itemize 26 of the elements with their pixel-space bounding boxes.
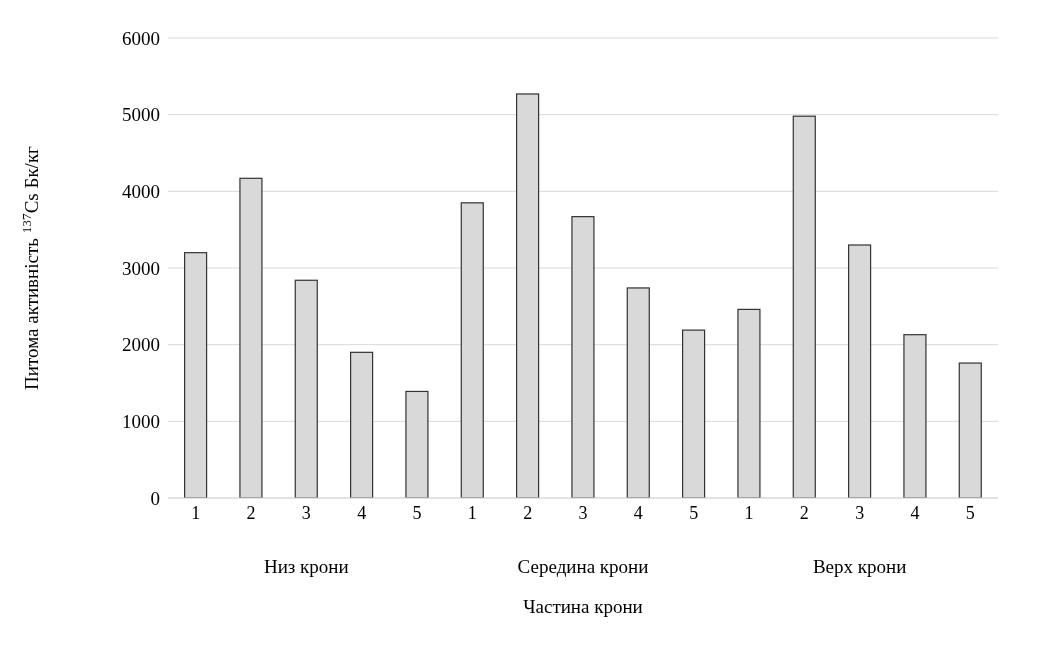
x-tick-label: 4 xyxy=(633,502,643,523)
x-tick-label: 4 xyxy=(357,502,367,523)
y-tick-label: 6000 xyxy=(122,27,160,49)
x-tick-label: 4 xyxy=(910,502,920,523)
text: Верх крони xyxy=(812,556,907,577)
y-tick-label: 1000 xyxy=(122,411,160,433)
x-tick-label: 3 xyxy=(301,502,311,523)
y-tick-label: 5000 xyxy=(122,104,160,126)
x-tick-label: 3 xyxy=(855,502,865,523)
x-tick-label: 2 xyxy=(799,502,809,523)
x-tick-label: 2 xyxy=(246,502,256,523)
x-tick-label: 1 xyxy=(191,502,201,523)
x-tick-label: 5 xyxy=(965,502,975,523)
x-tick-label: 5 xyxy=(689,502,699,523)
y-tick-label: 3000 xyxy=(122,257,160,279)
y-tick-label: 0 xyxy=(150,487,160,509)
x-tick-label: 3 xyxy=(578,502,588,523)
y-tick-label: 4000 xyxy=(122,181,160,203)
x-tick-label: 5 xyxy=(412,502,422,523)
y-tick-label: 2000 xyxy=(122,334,160,356)
x-tick-label: 1 xyxy=(467,502,477,523)
text: Низ крони xyxy=(263,556,349,577)
text: Середина крони xyxy=(517,556,649,577)
x-axis-title: Частина крони xyxy=(523,596,643,617)
x-tick-label: 1 xyxy=(744,502,754,523)
x-tick-label: 2 xyxy=(523,502,533,523)
